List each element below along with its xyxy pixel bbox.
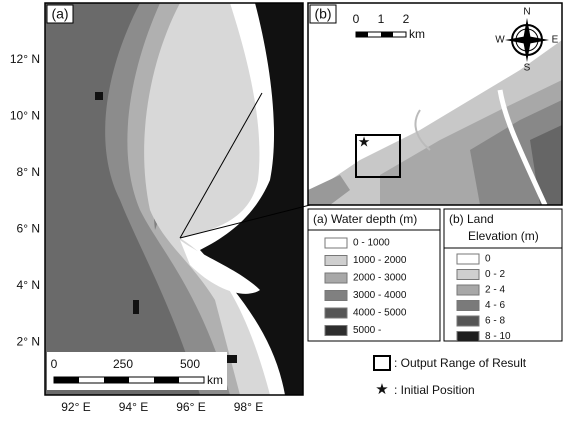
star-symbol: ★ bbox=[375, 381, 388, 398]
legend-label: 2 - 4 bbox=[485, 285, 505, 296]
lon-label: 96° E bbox=[176, 400, 205, 414]
lat-label: 8° N bbox=[17, 165, 40, 179]
output-range-symbol bbox=[373, 355, 391, 371]
scale-label: 500 bbox=[180, 357, 200, 371]
legend-swatch bbox=[324, 290, 348, 301]
legend-label: 4000 - 5000 bbox=[353, 308, 407, 319]
legend-label: 4 - 6 bbox=[485, 300, 505, 311]
legend-label: 0 - 2 bbox=[485, 269, 505, 280]
legend-label: 5000 - bbox=[353, 325, 381, 336]
map-b-frame bbox=[307, 2, 563, 206]
legend-swatch bbox=[456, 300, 480, 311]
connector bbox=[179, 204, 311, 239]
legend-swatch bbox=[456, 315, 480, 327]
connector bbox=[179, 92, 263, 239]
legend-label: 8 - 10 bbox=[485, 331, 511, 342]
legend-swatch bbox=[324, 307, 348, 319]
lon-label: 98° E bbox=[234, 400, 263, 414]
legend-swatch bbox=[324, 325, 348, 336]
lat-label: 12° N bbox=[10, 52, 40, 66]
scale-bar bbox=[53, 376, 205, 384]
lat-label: 4° N bbox=[17, 278, 40, 292]
legend-swatch bbox=[456, 331, 480, 342]
output-range-box bbox=[355, 134, 401, 178]
map-b bbox=[308, 3, 562, 205]
scale-unit: km bbox=[409, 27, 425, 41]
legend-swatch bbox=[456, 284, 480, 296]
lon-label: 92° E bbox=[61, 400, 90, 414]
lat-label: 2° N bbox=[17, 335, 40, 349]
scale-bar bbox=[355, 31, 407, 38]
scale-label: 0 bbox=[353, 12, 360, 26]
legend-label: 0 bbox=[485, 254, 491, 265]
map-a-frame bbox=[44, 2, 304, 396]
legend-label: 6 - 8 bbox=[485, 316, 505, 327]
legend-title: (a) Water depth (m) bbox=[313, 212, 417, 226]
scale-unit: km bbox=[207, 373, 223, 387]
lat-label: 10° N bbox=[10, 109, 40, 123]
scale-label: 1 bbox=[378, 12, 385, 26]
compass bbox=[505, 18, 549, 62]
scale-label: 0 bbox=[51, 357, 58, 371]
lat-label: 6° N bbox=[17, 222, 40, 236]
compass-label: W bbox=[495, 35, 505, 46]
legend-label: 3000 - 4000 bbox=[353, 290, 407, 301]
legend-title: (b) Land bbox=[449, 212, 494, 226]
panel-label: (a) bbox=[51, 6, 68, 22]
initial-position-star: ★ bbox=[358, 134, 371, 150]
legend-label: 2000 - 3000 bbox=[353, 273, 407, 284]
scale-label: 2 bbox=[403, 12, 410, 26]
legend-swatch bbox=[324, 272, 348, 284]
lon-label: 94° E bbox=[119, 400, 148, 414]
label-box bbox=[46, 4, 74, 24]
legend-title: Elevation (m) bbox=[468, 229, 539, 243]
compass-label: N bbox=[523, 7, 530, 18]
legend-swatch bbox=[324, 237, 348, 249]
scale-label: 250 bbox=[113, 357, 133, 371]
legend-label: 1000 - 2000 bbox=[353, 255, 407, 266]
note: : Initial Position bbox=[394, 383, 475, 397]
compass-label: E bbox=[552, 35, 559, 46]
map-a bbox=[45, 3, 303, 395]
legend-swatch bbox=[456, 253, 480, 265]
compass-label: S bbox=[524, 63, 531, 74]
legend-label: 0 - 1000 bbox=[353, 238, 390, 249]
legend-swatch bbox=[324, 255, 348, 266]
scale-bar-bg bbox=[47, 352, 227, 390]
label-box bbox=[309, 4, 337, 24]
panel-label: (b) bbox=[314, 6, 331, 22]
legend-swatch bbox=[456, 269, 480, 280]
note: : Output Range of Result bbox=[394, 356, 527, 370]
